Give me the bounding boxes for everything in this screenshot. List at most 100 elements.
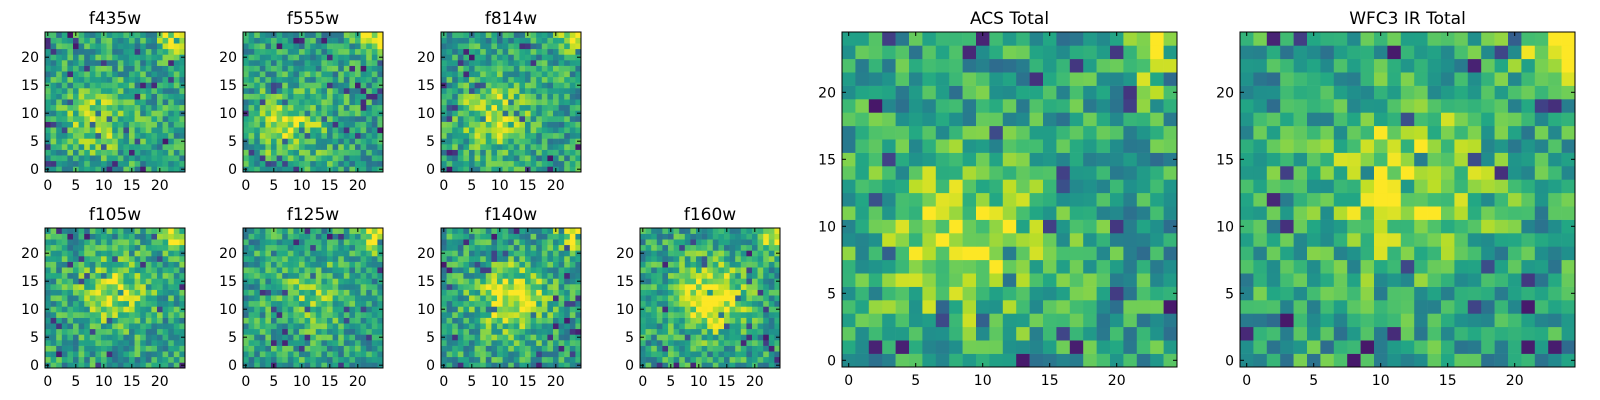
heatmap-cell [519, 334, 526, 341]
heatmap-cell [162, 144, 169, 150]
heatmap-cell [78, 356, 85, 363]
heatmap-cell [315, 48, 322, 55]
heatmap-cell [564, 65, 571, 72]
heatmap-cell [271, 328, 277, 335]
heatmap-cell [140, 334, 147, 341]
heatmap-cell [327, 328, 333, 335]
heatmap-cell [463, 356, 470, 363]
heatmap-cell [134, 37, 141, 44]
heatmap-cell [491, 345, 498, 352]
heatmap-cell [530, 88, 537, 94]
heatmap-cell [763, 356, 770, 363]
heatmap-cell [67, 60, 74, 66]
heatmap-cell [768, 244, 775, 251]
heatmap-cell [276, 76, 283, 83]
heatmap-cell [151, 362, 158, 369]
heatmap-cell [338, 328, 345, 335]
heatmap-cell [173, 295, 180, 302]
heatmap-cell [371, 267, 378, 274]
heatmap-cell [89, 166, 96, 173]
heatmap-cell [1136, 206, 1151, 220]
heatmap-cell [474, 54, 481, 61]
heatmap-cell [293, 54, 300, 61]
heatmap-cell [485, 166, 492, 173]
heatmap-cell [140, 138, 147, 145]
heatmap-cell [304, 284, 311, 290]
heatmap-cell [976, 192, 990, 207]
heatmap-cell [45, 132, 51, 139]
heatmap-cell [276, 362, 283, 369]
heatmap-cell [145, 278, 152, 285]
heatmap-cell [474, 345, 481, 352]
heatmap-cell [315, 82, 322, 89]
heatmap-cell [61, 284, 68, 290]
y-tick-label: 20 [417, 246, 435, 262]
heatmap-cell [50, 37, 57, 44]
heatmap-cell [259, 351, 266, 358]
heatmap-cell [519, 110, 526, 117]
heatmap-cell [61, 71, 68, 78]
heatmap-cell [536, 138, 543, 145]
heatmap-cell [842, 246, 856, 261]
heatmap-cell [95, 317, 102, 324]
heatmap-cell [962, 219, 977, 234]
heatmap-cell [254, 300, 261, 307]
heatmap-cell [712, 284, 719, 290]
heatmap-cell [45, 160, 51, 167]
heatmap-cell [690, 228, 697, 234]
heatmap-cell [50, 99, 57, 106]
heatmap-cell [474, 76, 481, 83]
heatmap-cell [371, 127, 378, 134]
heatmap-cell [371, 93, 378, 100]
heatmap-cell [276, 121, 283, 128]
heatmap-cell [530, 250, 537, 257]
heatmap-cell [525, 356, 531, 363]
heatmap-cell [457, 121, 464, 128]
heatmap-cell [735, 300, 742, 307]
heatmap-cell [536, 244, 543, 251]
heatmap-cell [491, 166, 498, 173]
heatmap-cell [457, 317, 464, 324]
heatmap-cell [259, 306, 266, 313]
heatmap-cell [321, 121, 328, 128]
heatmap-cell [696, 328, 702, 335]
heatmap-cell [474, 267, 481, 274]
heatmap-cell [157, 155, 163, 162]
heatmap-cell [474, 356, 481, 363]
heatmap-cell [480, 116, 487, 122]
heatmap-cell [575, 261, 582, 268]
heatmap-cell [259, 37, 266, 44]
heatmap-cell [690, 244, 697, 251]
heatmap-cell [173, 233, 180, 240]
heatmap-cell [684, 250, 691, 257]
heatmap-cell [485, 351, 492, 358]
heatmap-cell [842, 300, 856, 314]
heatmap-cell [474, 155, 481, 162]
heatmap-cell [446, 54, 453, 61]
heatmap-cell [868, 166, 883, 180]
heatmap-cell [145, 144, 152, 150]
heatmap-cell [56, 82, 63, 89]
heatmap-cell [1016, 313, 1030, 328]
heatmap-cell [254, 121, 261, 128]
heatmap-cell [446, 345, 453, 352]
heatmap-cell [366, 116, 373, 122]
heatmap-cell [73, 323, 79, 330]
heatmap-cell [45, 323, 51, 330]
heatmap-cell [254, 312, 261, 318]
heatmap-cell [321, 48, 328, 55]
heatmap-cell [491, 149, 498, 156]
heatmap-cell [145, 239, 152, 246]
heatmap-cell [173, 88, 180, 94]
heatmap-cell [752, 250, 758, 257]
heatmap-cell [457, 233, 464, 240]
heatmap-cell [656, 300, 663, 307]
x-tick-label: 0 [439, 178, 448, 194]
heatmap-cell [349, 244, 356, 251]
heatmap-cell [962, 353, 977, 368]
heatmap-cell [502, 93, 509, 100]
heatmap-cell [89, 37, 96, 44]
heatmap-cell [123, 261, 130, 268]
heatmap-cell [276, 256, 283, 262]
heatmap-cell [287, 228, 294, 234]
